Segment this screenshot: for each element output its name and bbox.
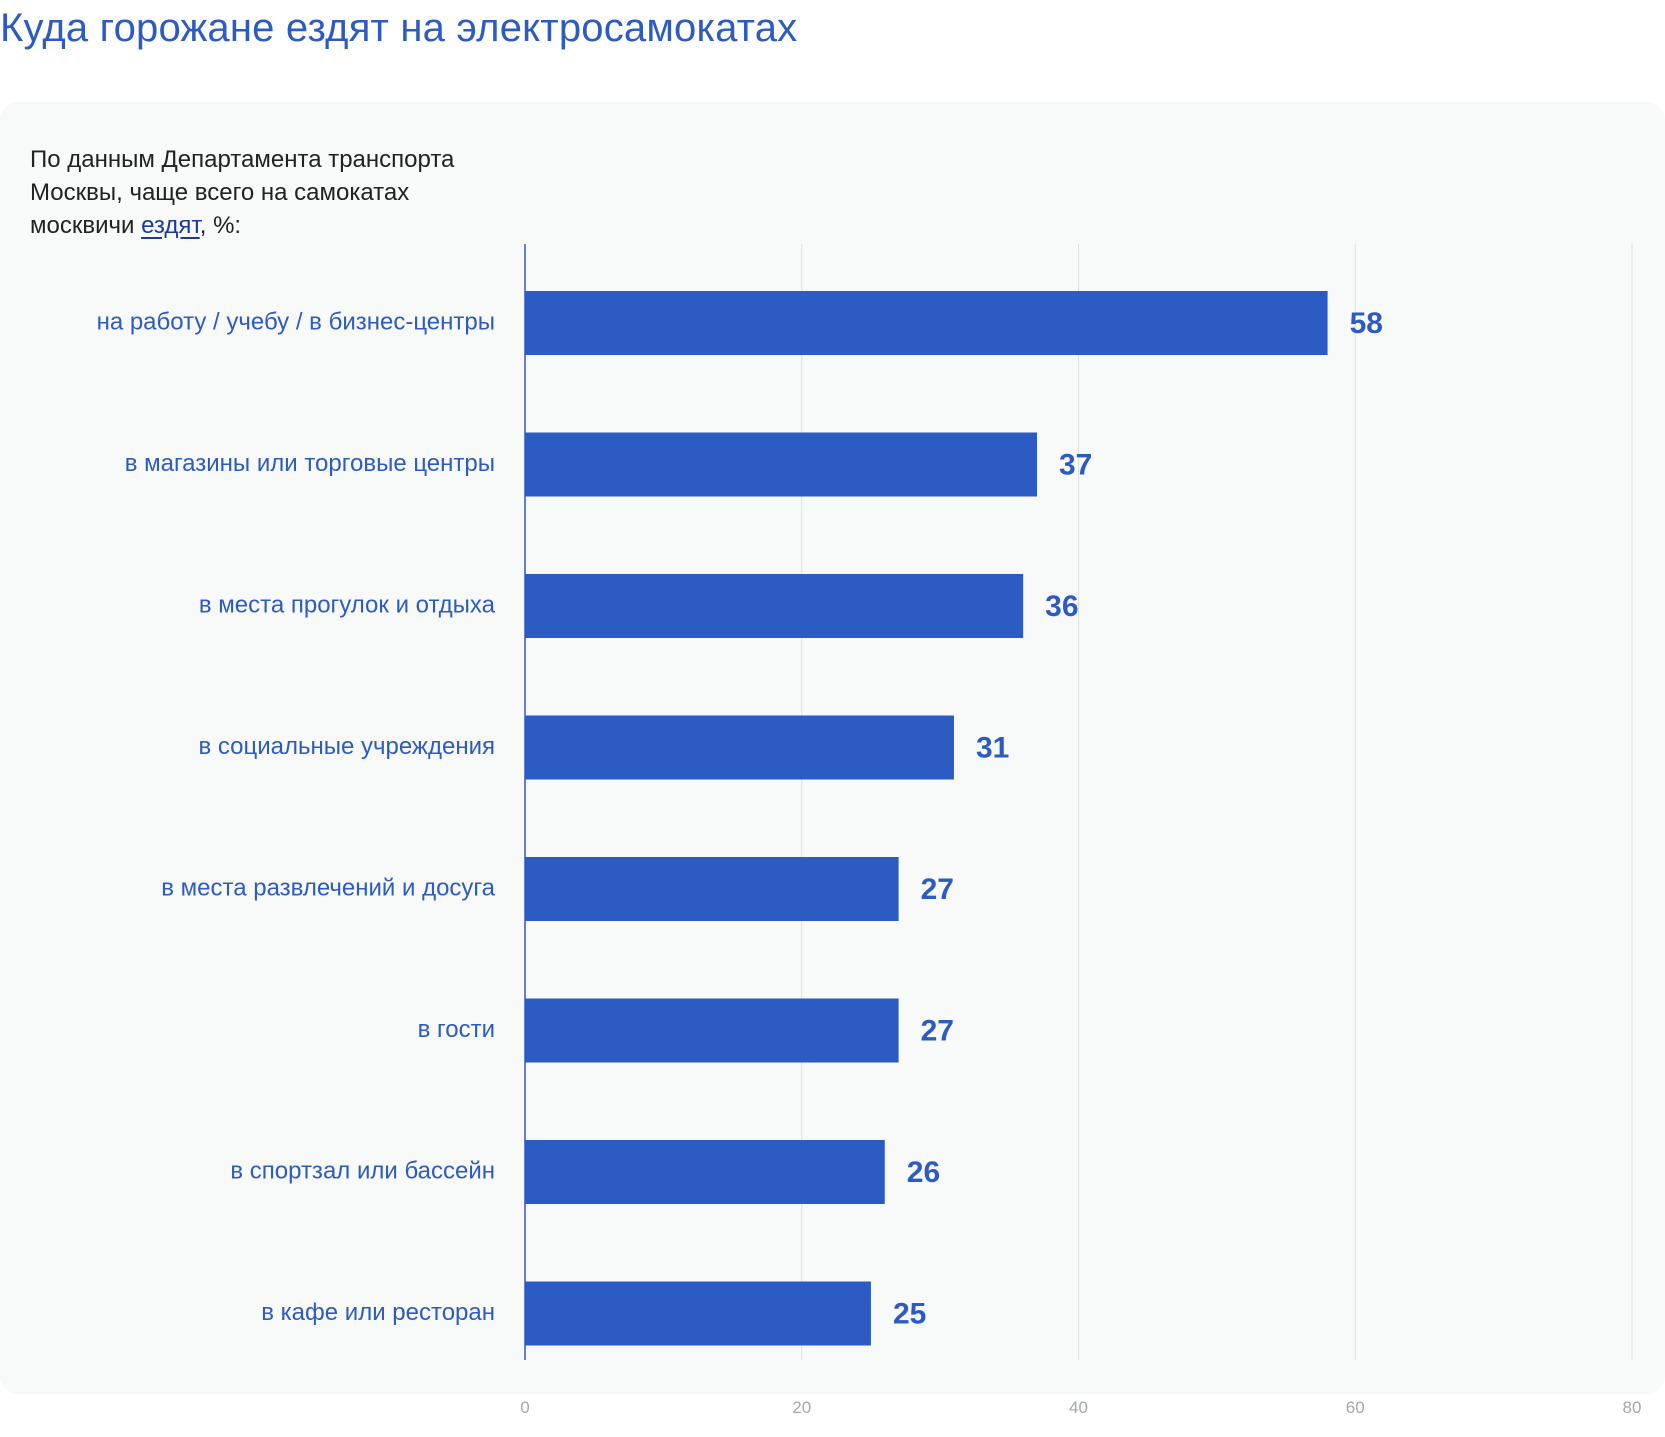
labels: 0 20 40 60 80 на работу / учебу / в бизнес-це… bbox=[97, 307, 1642, 1417]
category-label-2: в места прогулок и отдыха bbox=[199, 591, 496, 618]
category-label-5: в гости bbox=[418, 1016, 495, 1043]
bar-7[interactable] bbox=[525, 1281, 871, 1346]
x-tick-label-20: 20 bbox=[792, 1398, 811, 1417]
x-tick-label-80: 80 bbox=[1623, 1398, 1642, 1417]
bar-6[interactable] bbox=[525, 1140, 885, 1204]
category-label-3: в социальные учреждения bbox=[198, 733, 495, 760]
subtitle-suffix: , %: bbox=[199, 212, 242, 239]
value-label-0: 58 bbox=[1350, 307, 1383, 340]
subtitle-text: По данным Департамента транспорта Москвы… bbox=[30, 146, 455, 239]
value-label-1: 37 bbox=[1059, 448, 1092, 481]
x-tick-label-0: 0 bbox=[520, 1398, 529, 1417]
bar-5[interactable] bbox=[525, 998, 899, 1063]
value-label-6: 26 bbox=[907, 1156, 940, 1189]
x-tick-label-60: 60 bbox=[1346, 1398, 1365, 1417]
category-label-0: на работу / учебу / в бизнес-центры bbox=[97, 308, 495, 335]
x-tick-label-40: 40 bbox=[1069, 1398, 1088, 1417]
page-title: Куда горожане ездят на электросамокатах bbox=[0, 6, 798, 50]
value-label-5: 27 bbox=[921, 1014, 954, 1047]
bar-0[interactable] bbox=[525, 291, 1328, 355]
value-label-3: 31 bbox=[976, 731, 1009, 764]
value-label-2: 36 bbox=[1045, 590, 1078, 623]
subtitle-link[interactable]: ездят bbox=[141, 212, 200, 239]
bars bbox=[525, 291, 1328, 1346]
bar-3[interactable] bbox=[525, 715, 954, 780]
value-label-4: 27 bbox=[921, 873, 954, 906]
bar-2[interactable] bbox=[525, 574, 1024, 638]
category-label-1: в магазины или торговые центры bbox=[125, 450, 495, 477]
chart-subtitle: По данным Департамента транспорта Москвы… bbox=[30, 143, 500, 242]
category-label-6: в спортзал или бассейн bbox=[230, 1157, 495, 1184]
category-label-4: в места развлечений и досуга bbox=[161, 874, 495, 901]
value-label-7: 25 bbox=[893, 1297, 926, 1330]
bar-4[interactable] bbox=[525, 857, 899, 921]
category-label-7: в кафе или ресторан bbox=[261, 1299, 495, 1326]
bar-1[interactable] bbox=[525, 432, 1037, 497]
